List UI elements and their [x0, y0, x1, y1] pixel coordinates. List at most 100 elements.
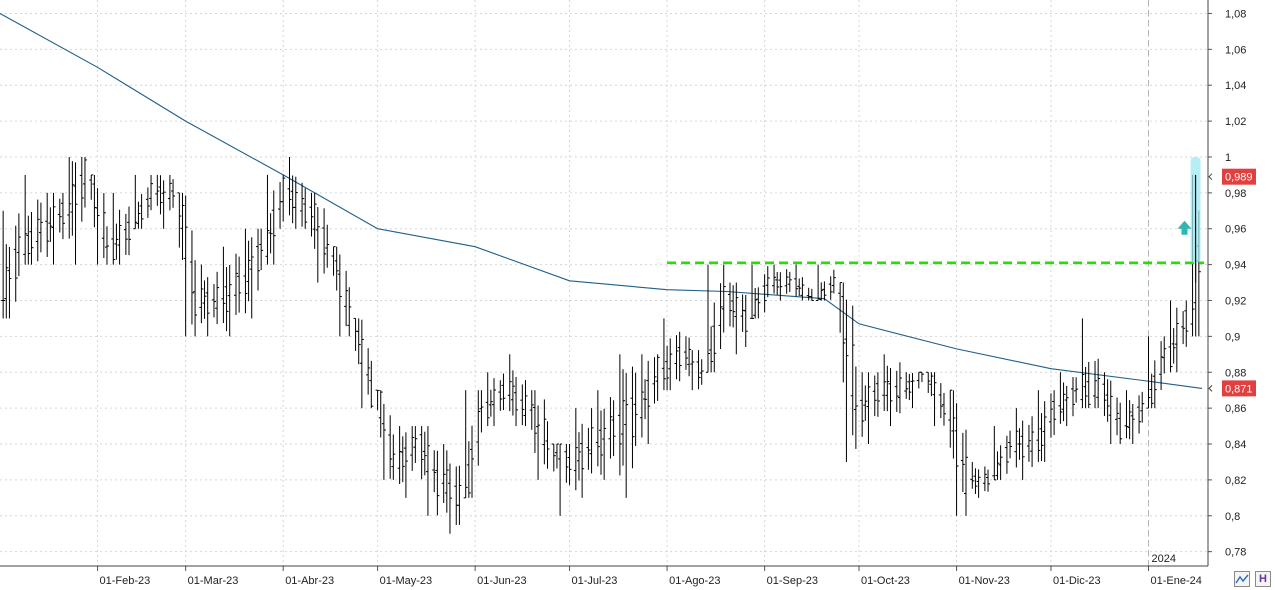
ohlc-bar	[16, 213, 21, 277]
ohlc-bar	[1096, 358, 1101, 409]
x-tick-label: 01-Ene-24	[1151, 575, 1202, 587]
price-tag-box	[1222, 380, 1256, 397]
ohlc-bar	[447, 463, 452, 534]
ohlc-bar	[259, 228, 264, 271]
last-price-tag: 0,989	[1208, 168, 1256, 185]
ohlc-bar	[356, 318, 361, 365]
ohlc-bar	[95, 188, 100, 265]
ohlc-bar	[608, 397, 613, 459]
ohlc-bar	[853, 366, 858, 449]
ohlc-bar	[189, 230, 194, 325]
ohlc-bar	[1146, 336, 1151, 409]
x-tick-label: 01-Sep-23	[767, 575, 818, 587]
ohlc-bar	[1008, 430, 1013, 459]
ohlc-bar	[479, 390, 484, 433]
ohlc-bar	[822, 281, 827, 301]
ohlc-bar	[838, 282, 843, 333]
ohlc-bar	[529, 390, 534, 430]
ohlc-bar	[762, 274, 767, 313]
ohlc-bar	[136, 201, 141, 229]
ohlc-bar	[57, 198, 62, 233]
ohlc-bar	[149, 174, 154, 211]
y-tick-label: 0,92	[1225, 295, 1246, 307]
ohlc-bar	[992, 426, 997, 481]
ohlc-bar	[171, 179, 176, 208]
ohlc-bar	[926, 371, 931, 393]
ohlc-bar	[1052, 390, 1057, 436]
ohlc-bar	[1093, 360, 1098, 409]
ohlc-bar	[347, 287, 352, 337]
ohlc-bar	[233, 253, 238, 315]
ohlc-bar	[476, 390, 481, 466]
ohlc-bar	[1137, 395, 1142, 434]
ohlc-bar	[435, 450, 440, 516]
ohlc-bar	[699, 359, 704, 385]
ohlc-bar	[117, 209, 122, 265]
ohlc-bar	[655, 354, 660, 401]
ohlc-bar	[378, 390, 383, 438]
ohlc-bar	[419, 426, 424, 480]
x-tick-label: 01-Abr-23	[285, 575, 334, 587]
ohlc-bar	[92, 174, 97, 228]
zigzag-icon[interactable]	[1234, 571, 1250, 587]
ohlc-bar	[265, 174, 270, 265]
y-tick-label: 0,84	[1225, 439, 1246, 451]
ohlc-bar	[309, 192, 314, 237]
ohlc-bar	[35, 199, 40, 262]
ohlc-bar	[441, 444, 446, 503]
ohlc-bar	[696, 350, 701, 390]
ohlc-bar	[661, 318, 666, 391]
ohlc-bar	[45, 192, 50, 257]
ohlc-bar	[221, 246, 226, 324]
ohlc-bar	[964, 429, 969, 516]
ohlc-bar	[576, 432, 581, 481]
ohlc-bar	[1080, 318, 1085, 409]
y-tick-label: 1,08	[1225, 8, 1246, 20]
axes: 0,78 0,8 0,82 0,84 0,86 0,88 0,9 0,92 0,94 0,96 0,…	[0, 0, 1246, 587]
ohlc-bar	[787, 271, 792, 293]
ohlc-bar	[337, 254, 342, 337]
price-tag-label: 0,871	[1225, 383, 1253, 395]
ohlc-bar	[359, 319, 364, 409]
ohlc-bar	[589, 408, 594, 474]
ohlc-bar	[1140, 391, 1145, 423]
price-bars	[1, 156, 1201, 534]
ohlc-bar	[89, 174, 94, 200]
ohlc-bar	[249, 237, 254, 319]
ohlc-bar	[202, 280, 207, 319]
ohlc-bar	[772, 264, 777, 294]
ohlc-bar	[287, 156, 292, 216]
x-tick-label: 01-Feb-23	[100, 575, 151, 587]
y-tick-label: 0,98	[1225, 188, 1246, 200]
save-icon[interactable]: H	[1255, 571, 1271, 587]
ohlc-bar	[844, 299, 849, 462]
ohlc-bar	[1014, 408, 1019, 468]
ohlc-bar	[690, 350, 695, 391]
ohlc-bar	[1171, 328, 1176, 364]
ohlc-bar	[48, 207, 53, 242]
ohlc-bar	[564, 444, 569, 483]
ohlc-bar	[765, 266, 770, 298]
ohlc-bar	[1181, 311, 1186, 345]
ohlc-bar	[639, 354, 644, 438]
ohlc-bar	[850, 305, 855, 436]
gridlines	[0, 0, 1208, 566]
y-tick-label: 1,06	[1225, 44, 1246, 56]
ohlc-bar	[271, 190, 276, 265]
ohlc-bar	[167, 174, 172, 211]
y-tick-label: 0,86	[1225, 403, 1246, 415]
ohlc-bar	[1, 210, 6, 319]
ohlc-bar	[7, 246, 12, 319]
ohlc-bar	[532, 390, 537, 453]
ohlc-bar	[932, 372, 937, 427]
ohlc-bar	[1159, 341, 1164, 391]
year-marker-label: 2024	[1152, 553, 1176, 565]
ohlc-bar	[1127, 400, 1132, 440]
ohlc-bar	[353, 317, 358, 351]
ohlc-bar	[177, 192, 182, 248]
ohlc-bar	[444, 450, 449, 513]
ohlc-bar	[860, 372, 865, 437]
ohlc-bar	[1083, 366, 1088, 409]
ohlc-bar	[114, 223, 119, 260]
